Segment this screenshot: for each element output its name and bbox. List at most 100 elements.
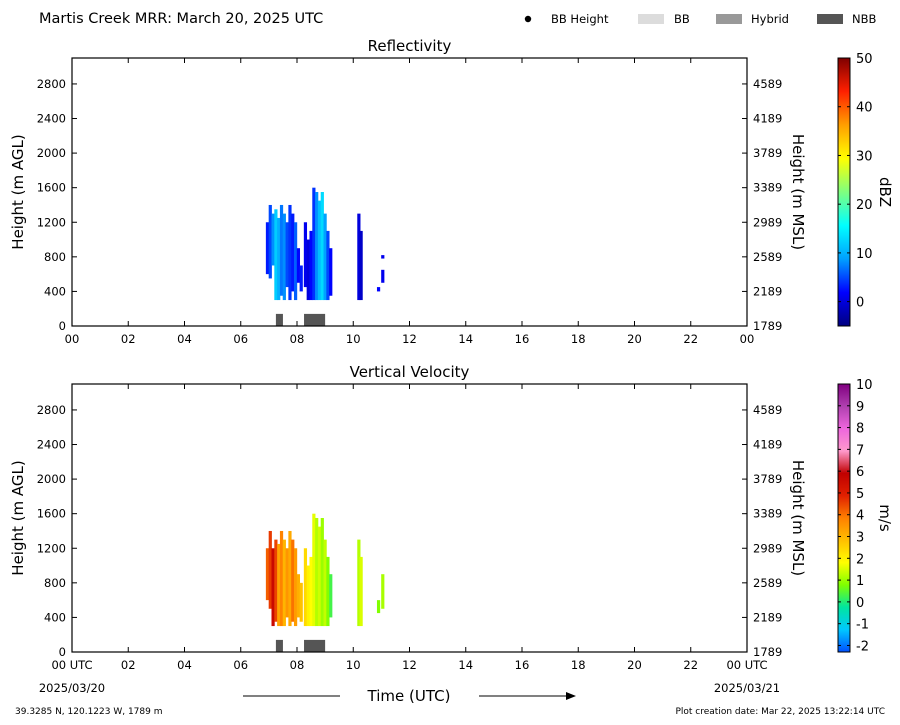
legend-label-nbb: NBB	[852, 12, 876, 26]
y2-tick-label: 4589	[753, 403, 782, 417]
y2-tick-label: 3389	[753, 507, 782, 521]
data-column	[303, 548, 308, 627]
data-column	[271, 213, 275, 266]
time-arrow-head-icon	[566, 692, 576, 700]
data-column	[323, 213, 327, 301]
legend-swatch-hybrid	[716, 14, 742, 24]
colorbar	[837, 57, 851, 327]
y-tick-label: 400	[44, 610, 66, 624]
data-column	[282, 213, 286, 301]
data-column	[320, 192, 324, 301]
colorbar-tick-label: 9	[856, 400, 864, 415]
colorbar-tick-label: 5	[856, 487, 864, 502]
data-column	[381, 269, 385, 283]
y-tick-label: 800	[44, 250, 66, 264]
plot-area	[72, 58, 747, 326]
data-column	[299, 582, 303, 622]
data-column	[303, 222, 308, 288]
x-tick-label: 06	[233, 332, 248, 346]
x-tick-label: 06	[233, 658, 248, 672]
y-tick-label: 1200	[37, 541, 66, 555]
start-date-label: 2025/03/20	[39, 681, 105, 695]
y-tick-label: 2000	[37, 146, 66, 160]
colorbar-tick-label: 40	[856, 101, 873, 116]
data-column	[291, 213, 295, 292]
y2-tick-label: 4189	[753, 438, 782, 452]
data-column	[279, 530, 284, 627]
x-tick-label: 08	[290, 332, 305, 346]
legend-swatch-bb	[638, 14, 664, 24]
x-tick-label: 16	[515, 332, 530, 346]
data-column	[317, 200, 322, 301]
x-tick-label: 12	[402, 658, 417, 672]
data-column	[293, 222, 298, 301]
x-tick-label: 10	[346, 332, 361, 346]
x-tick-label: 04	[177, 332, 192, 346]
x-tick-label: 18	[571, 658, 586, 672]
colorbar-tick-label: 7	[856, 443, 864, 458]
data-column	[288, 204, 292, 301]
data-column	[271, 548, 275, 627]
data-column	[357, 539, 361, 627]
colorbar-tick-label: 1	[856, 574, 864, 589]
data-column	[309, 230, 313, 301]
data-column	[320, 518, 324, 627]
y-tick-label: 2400	[37, 112, 66, 126]
y2-tick-label: 2989	[753, 215, 782, 229]
panel-title: Vertical Velocity	[350, 363, 470, 381]
page-title: Martis Creek MRR: March 20, 2025 UTC	[39, 11, 323, 27]
y2-tick-label: 3389	[753, 181, 782, 195]
colorbar	[837, 383, 851, 653]
colorbar-tick-label: 10	[856, 378, 873, 393]
x-tick-label: 18	[571, 332, 586, 346]
data-column	[265, 548, 270, 601]
y2-tick-label: 1789	[753, 319, 782, 333]
data-column	[306, 565, 310, 627]
x-tick-label: 22	[683, 658, 698, 672]
y2-tick-label: 4189	[753, 112, 782, 126]
data-column	[381, 255, 385, 259]
y-axis-label: Height (m AGL)	[9, 134, 27, 249]
y-tick-label: 400	[44, 284, 66, 298]
nbb-marker	[304, 313, 326, 326]
y-tick-label: 2000	[37, 472, 66, 486]
colorbar-tick-label: 4	[856, 509, 864, 524]
end-date-label: 2025/03/21	[714, 681, 780, 695]
data-column	[359, 230, 363, 301]
legend-label-bb-height: BB Height	[551, 12, 609, 26]
colorbar-tick-label: 0	[856, 296, 864, 311]
data-column	[306, 239, 310, 301]
data-column	[265, 222, 270, 275]
data-column	[296, 248, 301, 283]
colorbar-tick-label: -2	[856, 639, 869, 654]
data-column	[296, 574, 301, 618]
y-tick-label: 2400	[37, 438, 66, 452]
x-tick-label: 14	[458, 332, 473, 346]
colorbar-tick-label: 20	[856, 198, 873, 213]
data-column	[315, 518, 319, 627]
colorbar-tick-label: 0	[856, 596, 864, 611]
x-tick-label: 12	[402, 332, 417, 346]
colorbar-tick-label: 6	[856, 465, 864, 480]
x-tick-label: 00 UTC	[51, 658, 92, 672]
legend-label-hybrid: Hybrid	[751, 12, 789, 26]
y2-tick-label: 2589	[753, 250, 782, 264]
y-axis-label: Height (m AGL)	[9, 460, 27, 575]
data-column	[329, 248, 333, 296]
y2-tick-label: 2189	[753, 284, 782, 298]
y-tick-label: 0	[59, 319, 66, 333]
data-column	[323, 539, 327, 627]
plot-area	[72, 384, 747, 652]
x-tick-label: 16	[515, 658, 530, 672]
y2-tick-label: 1789	[753, 645, 782, 659]
colorbar-tick-label: 10	[856, 247, 873, 262]
y-tick-label: 800	[44, 576, 66, 590]
data-column	[293, 548, 298, 627]
data-column	[274, 209, 278, 301]
data-column	[329, 574, 333, 618]
data-column	[326, 230, 330, 301]
data-column	[268, 204, 272, 279]
data-column	[299, 265, 303, 292]
y-tick-label: 2800	[37, 403, 66, 417]
